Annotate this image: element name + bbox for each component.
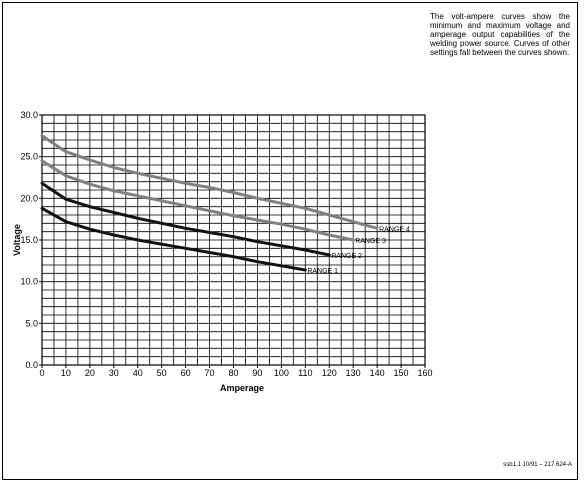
x-tick-label: 80 — [228, 368, 238, 378]
y-tick-label: 0.0 — [25, 360, 38, 370]
y-tick-label: 30.0 — [20, 110, 38, 120]
x-axis-label: Amperage — [220, 383, 264, 393]
x-tick-label: 30 — [109, 368, 119, 378]
series-label-range-4: RANGE 4 — [379, 226, 410, 233]
x-tick-label: 110 — [298, 368, 312, 378]
series-label-range-3: RANGE 3 — [355, 238, 386, 245]
y-tick-label: 20.0 — [20, 193, 38, 203]
series-line-range-4 — [40, 134, 379, 230]
x-tick-label: 50 — [157, 368, 167, 378]
x-tick-label: 150 — [394, 368, 409, 378]
y-tick-label: 10.0 — [20, 277, 38, 287]
chart-series: RANGE 1 RANGE 2 RANGE 3 RANGE 4 — [40, 134, 410, 275]
series-line-range-3 — [40, 159, 355, 242]
x-tick-label: 90 — [252, 368, 262, 378]
series-line-range-2 — [40, 181, 331, 257]
x-tick-label: 60 — [181, 368, 191, 378]
reference-code: ssb1.1 10/91 – 217 624-A — [503, 462, 572, 468]
x-tick-label: 10 — [61, 368, 71, 378]
description-text: The volt-ampere curves show the minimum … — [430, 12, 570, 57]
x-tick-label: 40 — [133, 368, 143, 378]
x-tick-label: 130 — [346, 368, 361, 378]
x-tick-label: 0 — [39, 368, 44, 378]
series-label-range-1: RANGE 1 — [307, 268, 338, 275]
x-tick-label: 160 — [417, 368, 432, 378]
x-tick-label: 20 — [85, 368, 95, 378]
series-line-range-1 — [40, 206, 307, 272]
x-tick-label: 100 — [274, 368, 289, 378]
series-label-range-2: RANGE 2 — [331, 253, 362, 260]
y-tick-label: 5.0 — [25, 318, 38, 328]
chart-axes: 0 10 20 30 40 50 60 70 80 90 100 110 120 130 140 150 160… — [20, 110, 432, 378]
figure-frame — [2, 2, 578, 480]
y-tick-label: 25.0 — [20, 152, 38, 162]
x-tick-label: 140 — [370, 368, 385, 378]
y-axis-label: Voltage — [12, 224, 22, 256]
x-tick-label: 70 — [205, 368, 215, 378]
y-tick-label: 15.0 — [20, 235, 38, 245]
x-tick-label: 120 — [322, 368, 337, 378]
